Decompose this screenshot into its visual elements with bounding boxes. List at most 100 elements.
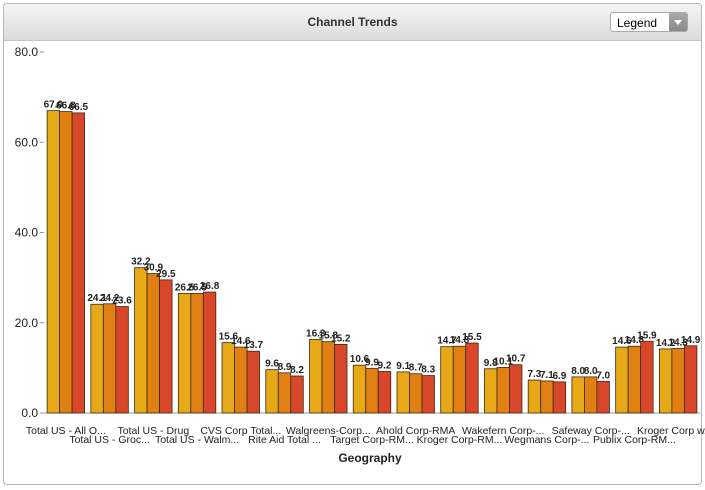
bar: [365, 367, 379, 414]
data-label: 9.9: [365, 357, 379, 368]
x-tick-label: Total US - Groc...: [69, 434, 150, 446]
data-label: 7.1: [540, 370, 554, 381]
data-label: 8.9: [278, 362, 292, 373]
data-label: 14.9: [681, 335, 701, 346]
data-label: 30.9: [144, 263, 164, 274]
bar: [265, 369, 279, 414]
data-label: 9.2: [378, 360, 392, 371]
chart-title: Channel Trends: [307, 15, 398, 29]
data-label: 8.7: [409, 363, 423, 374]
bar: [527, 379, 542, 414]
bar: [496, 367, 510, 414]
bar: [640, 340, 654, 414]
data-label: 26.5: [187, 282, 207, 293]
bar: [309, 339, 323, 414]
y-tick-label: 40.0: [15, 226, 39, 240]
bar: [202, 291, 217, 414]
x-tick-label: Target Corp-RM...: [330, 434, 413, 446]
bar: [90, 303, 104, 414]
bar: [683, 345, 698, 414]
data-label: 14.8: [625, 335, 645, 346]
x-axis-title: Geography: [338, 451, 402, 465]
data-label: 9.1: [396, 361, 410, 372]
legend-dropdown[interactable]: Legend: [610, 12, 688, 32]
bar: [277, 372, 292, 414]
bar: [627, 345, 642, 414]
data-label: 29.5: [156, 269, 176, 280]
x-tick-label: Publix Corp-RM...: [593, 434, 676, 446]
y-tick-label: 20.0: [15, 316, 39, 330]
bar: [321, 341, 335, 414]
x-tick-label: Total US - Walm...: [155, 434, 239, 446]
data-label: 7.0: [596, 370, 610, 381]
bar: [102, 303, 117, 414]
bar: [484, 368, 498, 414]
data-label: 14.2: [656, 338, 676, 349]
x-tick-label: Ahold Corp-RMA: [376, 425, 455, 437]
data-label: 15.9: [637, 330, 657, 341]
data-label: 26.8: [200, 281, 220, 292]
bar: [71, 112, 86, 414]
bar: [452, 345, 467, 414]
x-tick-label: Kroger Corp w/ ...: [637, 425, 705, 437]
data-label: 8.3: [421, 365, 435, 376]
bar: [596, 381, 610, 414]
data-label: 8.0: [584, 366, 598, 377]
data-label: 9.8: [484, 358, 498, 369]
x-tick-label: Total US - All O...: [26, 425, 106, 437]
bar: [571, 376, 585, 414]
data-label: 66.5: [69, 102, 89, 113]
data-label: 7.3: [527, 369, 541, 380]
bar: [146, 273, 160, 414]
x-tick-label: Wegmans Corp-...: [504, 434, 589, 446]
bar: [59, 111, 73, 414]
bar: [134, 267, 148, 414]
data-label: 8.2: [290, 365, 304, 376]
bar: [159, 279, 173, 414]
x-tick-label: Walgreens-Corp...: [286, 425, 371, 437]
data-label: 15.6: [219, 332, 239, 343]
bar: [234, 346, 248, 414]
legend-dropdown-label[interactable]: Legend: [617, 16, 658, 30]
bar: [190, 293, 204, 414]
bar: [421, 375, 435, 414]
bar: [246, 350, 260, 414]
data-label: 10.1: [493, 356, 513, 367]
data-label: 14.6: [612, 336, 632, 347]
bar: [409, 373, 423, 414]
bar: [352, 364, 367, 414]
x-tick-label: Kroger Corp-RM...: [417, 434, 503, 446]
bar: [440, 346, 454, 414]
bar: [509, 364, 523, 414]
data-label: 24.1: [87, 293, 107, 304]
data-label: 23.6: [112, 296, 132, 307]
x-tick-label: Rite Aid Total ...: [248, 434, 321, 446]
data-label: 16.3: [306, 328, 326, 339]
y-tick-label: 0.0: [21, 406, 38, 420]
y-tick-label: 80.0: [15, 45, 39, 59]
bar: [290, 375, 304, 414]
data-label: 9.6: [265, 359, 279, 370]
data-label: 10.7: [506, 354, 526, 365]
data-label: 14.6: [231, 336, 251, 347]
bar: [465, 342, 479, 414]
panel-header: Channel Trends Legend: [4, 4, 701, 41]
data-label: 13.7: [244, 340, 264, 351]
data-label: 10.6: [350, 354, 370, 365]
dropdown-arrow[interactable]: [669, 13, 687, 31]
data-label: 14.3: [668, 337, 688, 348]
bar: [615, 346, 629, 414]
bar: [396, 371, 410, 414]
data-label: 67.0: [44, 100, 64, 111]
bar: [221, 342, 235, 414]
bar: [552, 381, 567, 414]
x-tick-label: Total US - Drug: [117, 425, 189, 437]
data-label: 15.8: [319, 331, 339, 342]
data-label: 8.0: [571, 366, 585, 377]
bar: [584, 376, 598, 414]
data-label: 15.2: [331, 333, 351, 344]
data-label: 6.9: [552, 371, 566, 382]
x-tick-label: Safeway Corp-...: [552, 425, 630, 437]
data-label: 24.2: [100, 293, 120, 304]
